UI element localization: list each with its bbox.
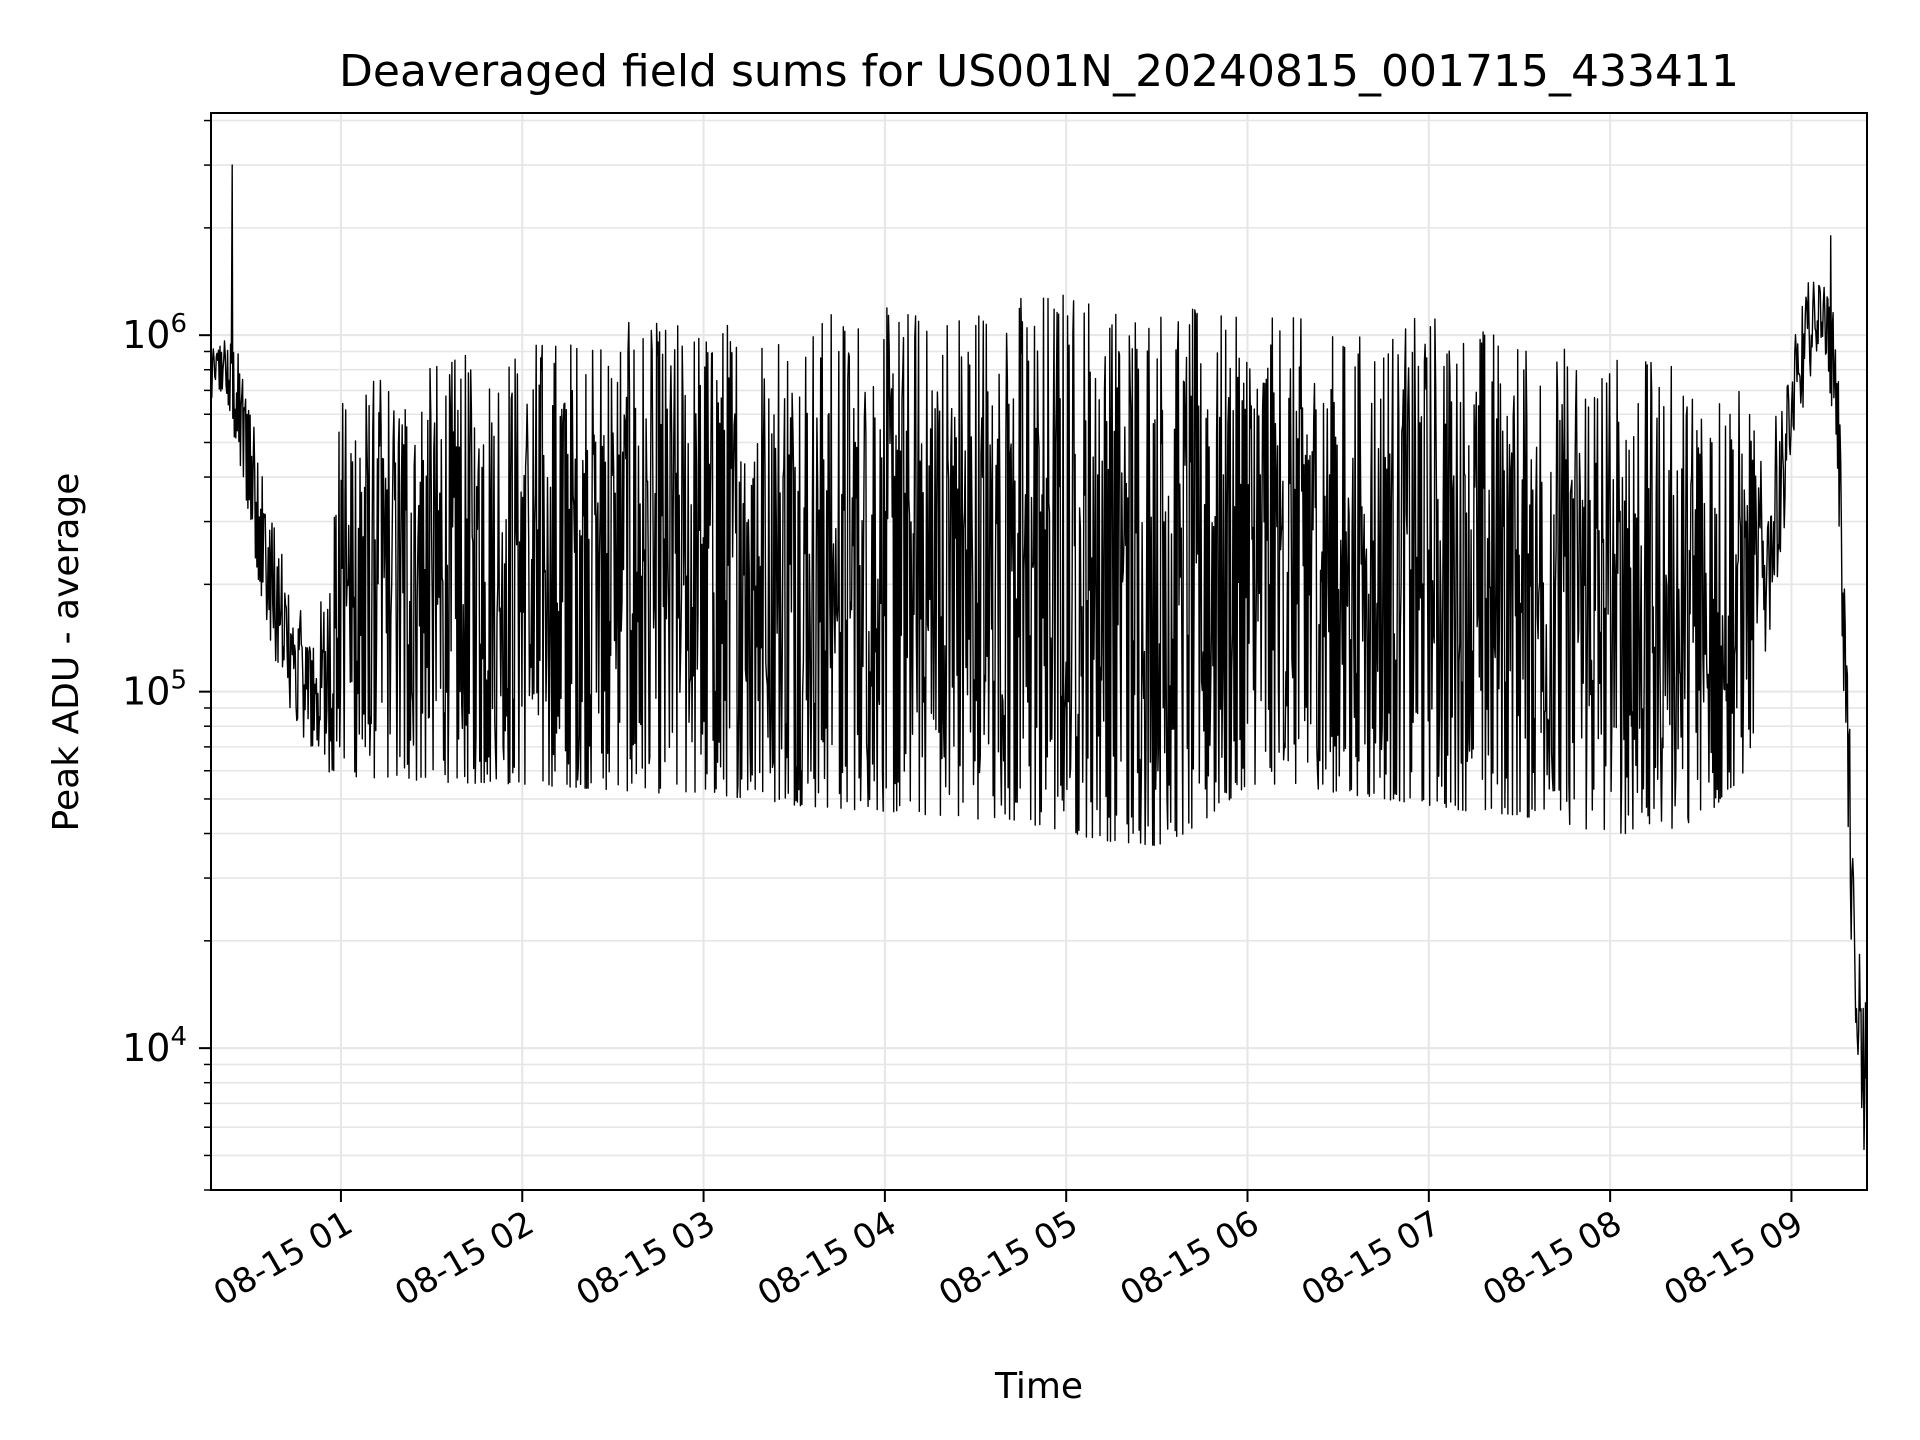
y-tick-label: 104 <box>122 1022 187 1070</box>
grid <box>211 113 1867 1191</box>
plot-frame <box>210 112 1868 1191</box>
x-axis-label: Time <box>994 1366 1083 1407</box>
y-tick-label: 105 <box>122 666 187 714</box>
y-axis-label: Peak ADU - average <box>46 473 87 832</box>
series-group <box>210 164 1868 1151</box>
series-line <box>210 164 1868 1151</box>
chart-title: Deaveraged field sums for US001N_2024081… <box>339 46 1739 97</box>
y-tick-label: 106 <box>122 309 187 357</box>
y-axis: 104 105 106 <box>122 119 211 1191</box>
